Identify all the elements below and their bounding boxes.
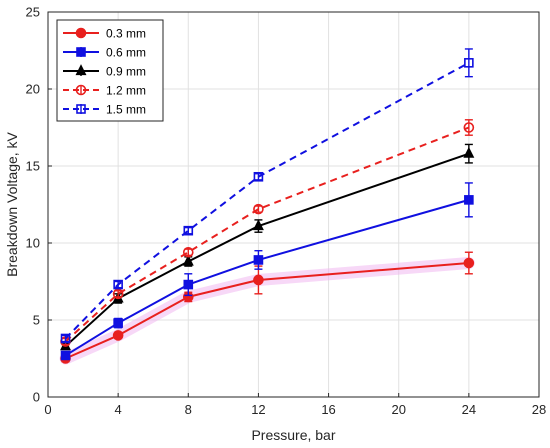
data-point: [113, 279, 123, 290]
y-tick-label: 20: [26, 82, 40, 97]
legend-marker: [76, 47, 86, 57]
legend-label: 0.3 mm: [106, 27, 146, 41]
series-1-2-mm: [60, 119, 475, 347]
legend-item: 1.5 mm: [63, 103, 146, 117]
legend-item: 0.3 mm: [63, 27, 146, 41]
series-line: [64, 61, 470, 340]
data-point: [253, 274, 264, 286]
x-tick-label: 16: [321, 402, 335, 417]
data-point: [253, 171, 264, 182]
x-tick-label: 12: [251, 402, 265, 417]
x-tick-label: 8: [185, 402, 192, 417]
plot-frame: [47, 11, 540, 398]
series-layer: [60, 48, 475, 364]
axis-ticks: 0 4 8 12 16 20 24 28 0 5 10 15 20 25: [26, 5, 547, 418]
legend-item: 1.2 mm: [63, 84, 146, 98]
data-point: [182, 246, 194, 258]
y-tick-label: 5: [33, 313, 40, 328]
data-point: [464, 195, 474, 205]
x-tick-label: 20: [391, 402, 405, 417]
series-1-5-mm: [60, 48, 474, 344]
legend-item: 0.9 mm: [63, 64, 146, 79]
x-tick-label: 4: [115, 402, 122, 417]
y-tick-label: 15: [26, 159, 40, 174]
y-tick-label: 0: [33, 390, 40, 405]
legend-marker: [75, 27, 87, 39]
data-point: [113, 318, 123, 328]
y-tick-label: 10: [26, 236, 40, 251]
data-point: [60, 350, 71, 361]
x-tick-label: 24: [462, 402, 476, 417]
legend-label: 0.6 mm: [106, 46, 146, 60]
legend: 0.3 mm 0.6 mm 0.9 mm 1.2 mm 1.5 mm: [56, 19, 164, 122]
series-0-6-mm: [60, 182, 474, 361]
x-tick-label: 0: [44, 402, 51, 417]
data-point: [183, 225, 194, 236]
y-axis-title: Breakdown Voltage, kV: [4, 131, 20, 276]
legend-marker: [76, 104, 86, 114]
data-point: [463, 122, 475, 133]
x-axis-title: Pressure, bar: [251, 427, 335, 443]
legend-marker: [75, 64, 87, 76]
data-point: [252, 219, 264, 231]
legend-item: 0.6 mm: [63, 46, 146, 60]
data-point: [60, 333, 71, 344]
legend-label: 1.2 mm: [106, 84, 146, 98]
data-point: [182, 254, 194, 266]
legend-label: 1.5 mm: [106, 103, 146, 117]
data-point: [463, 146, 475, 158]
data-point: [183, 279, 194, 290]
data-point: [463, 257, 475, 269]
legend-marker: [75, 84, 87, 96]
data-point: [253, 255, 264, 265]
y-tick-label: 25: [26, 5, 40, 20]
legend-label: 0.9 mm: [106, 65, 146, 79]
data-point: [112, 330, 124, 341]
x-tick-label: 28: [532, 402, 546, 417]
data-point: [464, 58, 474, 68]
data-point: [253, 203, 264, 215]
